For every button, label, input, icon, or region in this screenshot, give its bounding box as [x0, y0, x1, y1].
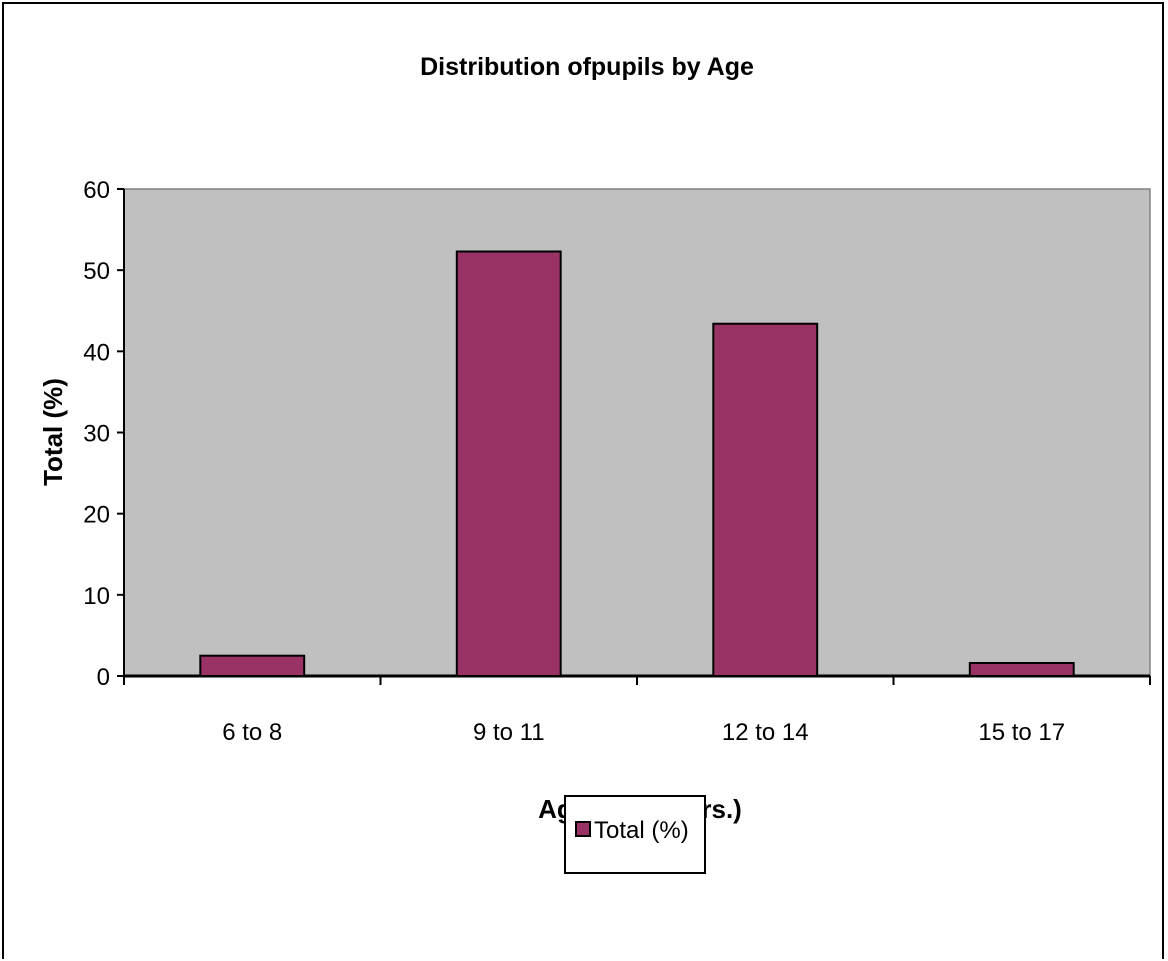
x-axis: 6 to 8 9 to 11 12 to 14 15 to 17	[123, 674, 1151, 746]
bar-15-to-17	[968, 662, 1075, 677]
x-tick-label: 12 to 14	[722, 719, 809, 746]
y-tick-label: 40	[83, 339, 110, 366]
legend-label: Total (%)	[594, 817, 689, 844]
y-tick-label: 20	[83, 502, 110, 529]
y-axis-title: Total (%)	[38, 378, 68, 486]
x-tick-label: 15 to 17	[978, 719, 1065, 746]
x-tick-label: 6 to 8	[222, 719, 282, 746]
y-axis: 0 10 20 30 40 50 60	[83, 177, 125, 691]
y-tick-label: 10	[83, 583, 110, 610]
bar-12-to-14	[712, 322, 819, 677]
bars-series	[199, 250, 1075, 678]
x-tick-label: 9 to 11	[473, 719, 545, 746]
legend: Total (%)	[564, 795, 706, 874]
y-tick-label: 60	[83, 177, 110, 204]
chart-title: Distribution ofpupils by Age	[420, 53, 754, 81]
y-tick-label: 50	[83, 258, 110, 285]
legend-swatch	[575, 821, 591, 837]
plot-area	[123, 188, 1151, 677]
bar-9-to-11	[455, 250, 562, 678]
bar-6-to-8	[199, 654, 306, 677]
y-tick-label: 30	[83, 421, 110, 448]
y-tick-label: 0	[97, 664, 110, 691]
